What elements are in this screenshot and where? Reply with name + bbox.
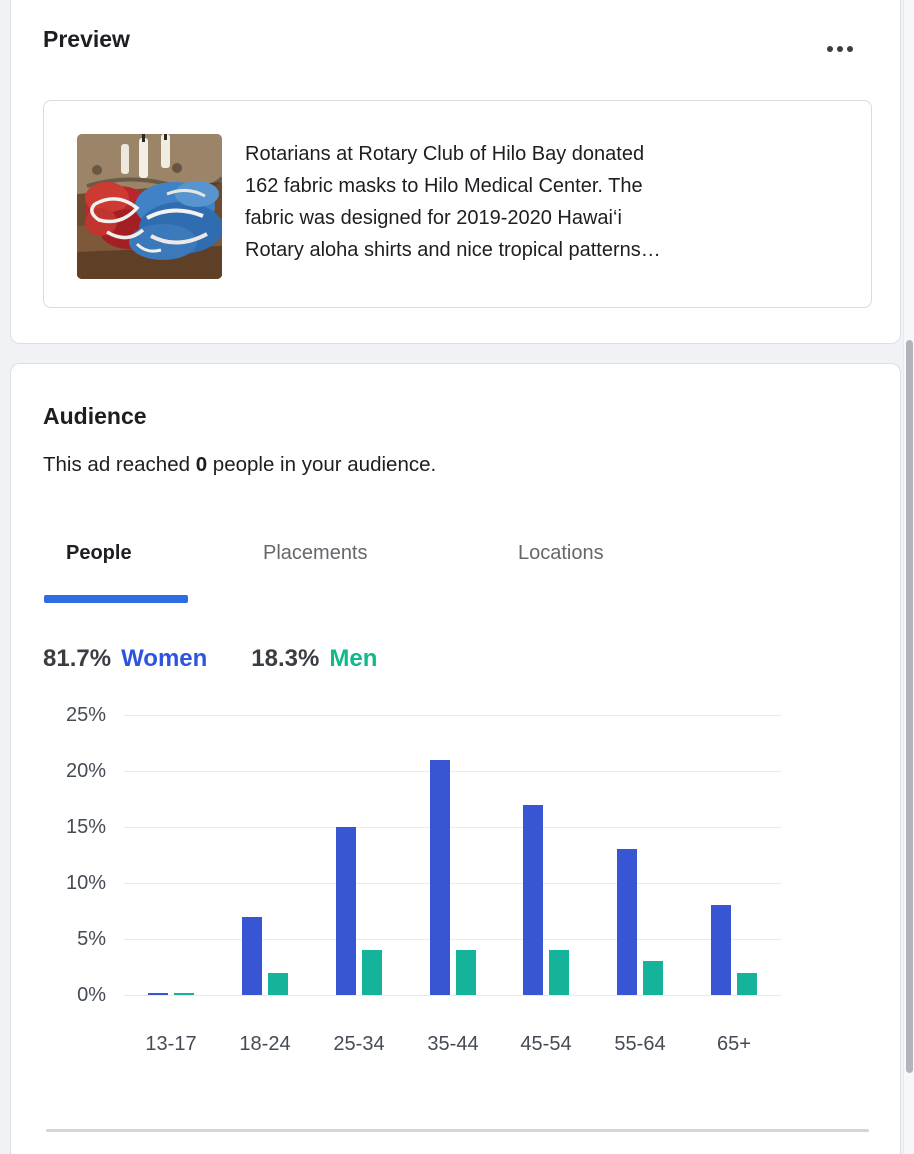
ellipsis-icon [837,46,843,52]
gridline [124,939,781,940]
age-gender-bar-chart: 0% 5% 10% 15% 20% 25% 13-17 18-24 25-34 35-44 45-5… [11,704,891,1055]
bar-women-35-44 [430,759,450,995]
men-label: Men [329,645,378,672]
ad-preview-box[interactable]: Rotarians at Rotary Club of Hilo Bay don… [43,100,872,308]
bar-men-35-44 [456,950,476,995]
gridline [124,827,781,828]
x-axis-tick-label: 18-24 [239,1033,291,1055]
bar-men-65+ [737,972,757,995]
gender-legend: 81.7% Women 18.3% Men [43,645,377,673]
ad-text-line: 162 fabric masks to Hilo Medical Center.… [245,175,643,197]
reach-count: 0 [195,453,208,476]
ad-thumbnail-image [77,134,222,279]
bar-men-55-64 [643,961,663,995]
bar-women-65+ [711,905,731,995]
x-axis-tick-label: 25-34 [333,1033,385,1055]
bar-women-13-17 [148,992,168,995]
bar-men-18-24 [268,972,288,995]
bar-women-55-64 [617,849,637,995]
x-axis-tick-label: 35-44 [427,1033,479,1055]
more-options-button[interactable] [820,40,860,58]
reach-summary: This ad reached 0 people in your audienc… [43,453,436,477]
audience-card: Audience This ad reached 0 people in you… [10,363,901,1154]
y-axis-tick-label: 25% [65,704,106,726]
ad-text-line: fabric was designed for 2019-2020 Hawai‘… [245,207,622,229]
y-axis-tick-label: 5% [77,928,106,950]
scrollbar-track[interactable] [903,0,914,1154]
ad-text-line: Rotary aloha shirts and nice tropical pa… [245,239,661,261]
bar-men-25-34 [362,950,382,995]
reach-suffix: people in your audience. [207,453,437,476]
tab-placements[interactable]: Placements [263,538,368,568]
ellipsis-icon [847,46,853,52]
men-percent: 18.3% [251,645,320,672]
bar-men-13-17 [174,992,194,995]
y-axis-tick-label: 15% [65,816,106,838]
x-axis-tick-label: 65+ [717,1033,751,1055]
section-divider [46,1129,869,1132]
gridline [124,883,781,884]
audience-tabs: People Placements Locations [11,538,900,568]
bar-women-25-34 [336,827,356,995]
bar-men-45-54 [549,950,569,995]
ellipsis-icon [827,46,833,52]
y-axis-tick-label: 20% [65,760,106,782]
reach-prefix: This ad reached [43,453,196,476]
women-percent: 81.7% [43,645,112,672]
tab-people[interactable]: People [66,538,132,568]
ad-text: Rotarians at Rotary Club of Hilo Bay don… [245,138,805,266]
x-axis-tick-label: 13-17 [145,1033,197,1055]
bar-women-18-24 [242,916,262,995]
women-label: Women [121,645,208,672]
y-axis-tick-label: 10% [65,872,106,894]
active-tab-indicator [44,595,188,603]
scrollbar-thumb[interactable] [906,340,913,1073]
tab-locations[interactable]: Locations [518,538,604,568]
y-axis-tick-label: 0% [77,984,106,1006]
x-axis-tick-label: 55-64 [614,1033,666,1055]
masks-photo-illustration [77,134,222,279]
preview-card: Preview [10,0,901,344]
ad-text-line: Rotarians at Rotary Club of Hilo Bay don… [245,143,645,165]
gridline [124,715,781,716]
gridline [124,995,781,996]
bar-women-45-54 [523,804,543,995]
preview-title: Preview [43,26,130,52]
audience-title: Audience [43,403,147,429]
gridline [124,771,781,772]
x-axis-tick-label: 45-54 [520,1033,572,1055]
